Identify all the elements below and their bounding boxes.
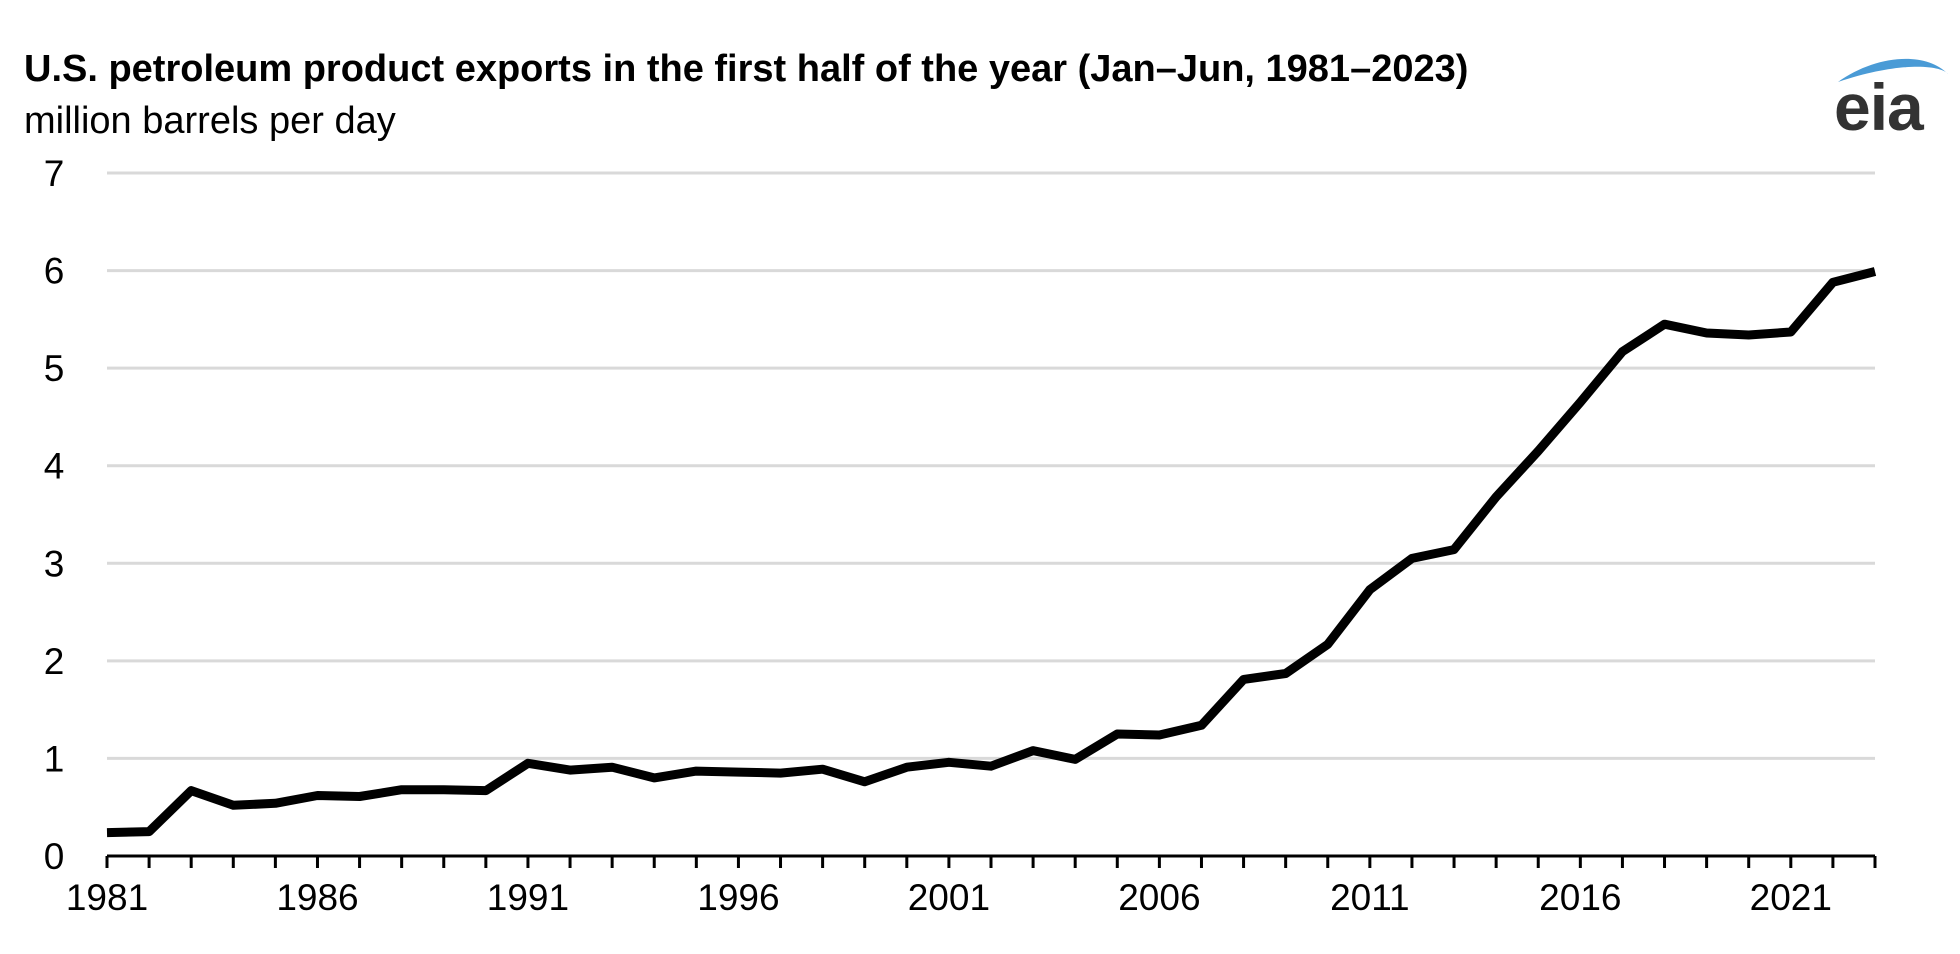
x-tick-label: 2011 (1330, 877, 1410, 918)
x-tick-label: 2006 (1118, 877, 1200, 918)
x-tick-label: 2016 (1539, 877, 1621, 918)
gridlines (107, 171, 1875, 760)
x-tick-label: 1991 (487, 877, 569, 918)
x-axis-labels: 1981 1986 1991 1996 2001 2006 2011 2016 2021 (66, 877, 1832, 918)
x-tick-label: 2021 (1750, 877, 1832, 918)
y-tick-label: 1 (44, 738, 65, 779)
x-tick-label: 1986 (276, 877, 358, 918)
series-line (106, 267, 1877, 838)
chart-subtitle: million barrels per day (24, 100, 396, 142)
y-tick-label: 5 (44, 348, 65, 389)
logo-text: eia (1834, 70, 1924, 144)
y-tick-label: 6 (44, 251, 65, 292)
y-tick-label: 0 (44, 836, 65, 877)
x-axis (105, 854, 1877, 868)
y-tick-label: 3 (44, 543, 65, 584)
y-tick-label: 2 (44, 641, 65, 682)
chart-title: U.S. petroleum product exports in the fi… (24, 48, 1469, 90)
x-tick-label: 1996 (697, 877, 779, 918)
y-tick-label: 4 (44, 446, 65, 487)
x-tick-label: 2001 (908, 877, 990, 918)
y-tick-label: 7 (44, 153, 65, 194)
series-layer (106, 267, 1877, 838)
y-axis-labels: 0 1 2 3 4 5 6 7 (44, 153, 65, 877)
eia-logo: eia (1834, 52, 1950, 142)
logo-arc-icon (1838, 58, 1948, 82)
x-tick-label: 1981 (66, 877, 148, 918)
